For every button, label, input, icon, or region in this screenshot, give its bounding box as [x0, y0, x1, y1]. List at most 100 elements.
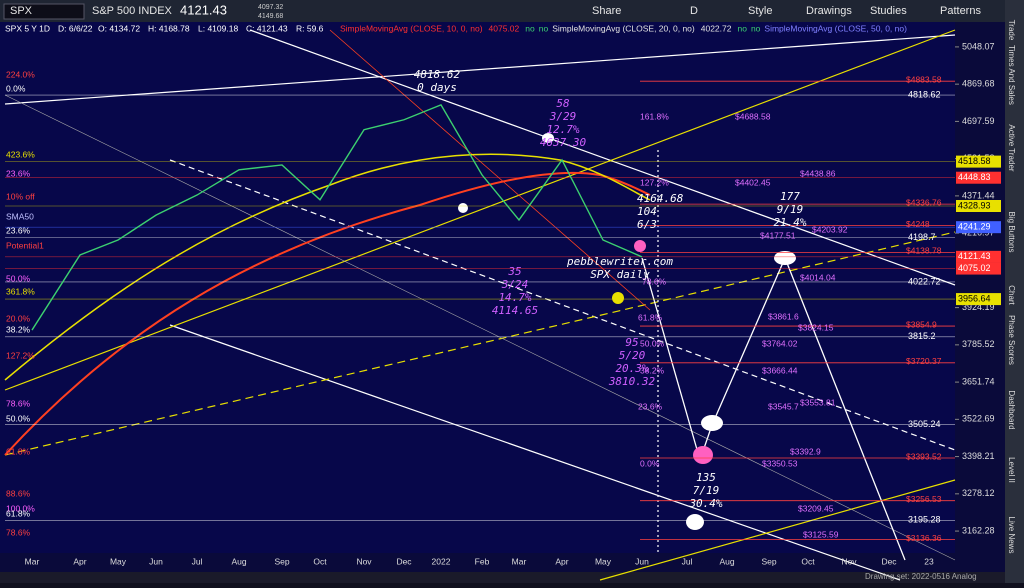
time-tick-label: Nov [356, 556, 372, 566]
annotation: 12.7% [546, 123, 579, 136]
study-flag: no [525, 23, 535, 33]
fib-label: 23.6% [6, 168, 31, 178]
time-tick-label: May [110, 556, 127, 566]
price-tag [956, 250, 1001, 263]
level-label: $3854.9 [906, 319, 937, 329]
sidebar-tab[interactable]: Chart [1007, 285, 1016, 305]
annotation: 35 [507, 265, 521, 278]
price-tick-label: 3278.12 [962, 488, 995, 498]
legend-low: L: 4109.18 [198, 23, 238, 33]
annotation: 6/3 [637, 218, 657, 231]
fib-target-label: $3125.59 [803, 529, 839, 539]
time-axis [0, 553, 1005, 572]
annotation: 4818.62 [414, 68, 461, 81]
chart-area [0, 22, 955, 553]
annotation: 95 [625, 336, 638, 349]
fib-target-label: 78.6% [642, 276, 667, 286]
legend-r: R: 59.6 [296, 23, 324, 33]
time-tick-label: Sep [761, 556, 776, 566]
fib-label: 61.8% [6, 446, 31, 456]
toolbar-button[interactable]: Drawings [806, 5, 852, 17]
price-tag-label: 4075.02 [958, 263, 991, 273]
annotation: 3810.32 [608, 375, 656, 388]
price-tick-label: 3651.74 [962, 376, 995, 386]
sidebar-tab[interactable]: Live News [1007, 517, 1016, 554]
fib-target-label: $3553.81 [800, 397, 836, 407]
toolbar-button[interactable]: Patterns [940, 5, 981, 17]
price-tag-label: 4448.83 [958, 172, 991, 182]
study-flag: no [737, 23, 747, 33]
toolbar-button[interactable]: Style [748, 5, 772, 17]
time-tick-label: May [595, 556, 612, 566]
annotation: 30.4% [688, 497, 722, 510]
fib-target-label: 50.0% [640, 338, 665, 348]
sidebar-tab[interactable]: Level II [1007, 457, 1016, 483]
fib-label: 50.0% [6, 273, 31, 283]
price-tag-label: 4198.7 [908, 232, 936, 242]
fib-target-label: $3209.45 [798, 503, 834, 513]
price-tag-label: 4121.43 [958, 251, 991, 261]
study-name: SimpleMovingAvg (CLOSE, 10, 0, no) [340, 23, 483, 33]
annotation: SPX daily [590, 268, 650, 281]
study-flag: no [539, 23, 549, 33]
sidebar-tab[interactable]: Dashboard [1007, 390, 1016, 429]
symbol-box[interactable] [3, 3, 85, 20]
fib-label: 61.8% [6, 508, 31, 518]
fib-label: 78.6% [6, 398, 31, 408]
annotation: 20.3% [615, 362, 648, 375]
price-tag-label: 3815.2 [908, 331, 936, 341]
legend-date: D: 6/6/22 [58, 23, 93, 33]
fib-label: 23.6% [6, 225, 31, 235]
fib-target-label: $4688.58 [735, 111, 771, 121]
time-tick-label: Dec [881, 556, 897, 566]
symbol[interactable]: SPX [10, 5, 33, 17]
price-tick-label: 4371.44 [962, 190, 995, 200]
price-tag [956, 171, 1001, 184]
toolbar-button[interactable]: Studies [870, 5, 907, 17]
legend-open: O: 4134.72 [98, 23, 140, 33]
fib-target-label: $3666.44 [762, 365, 798, 375]
annotation: 0 days [417, 81, 457, 94]
fib-target-label: 38.2% [640, 365, 665, 375]
time-tick-label: Oct [801, 556, 815, 566]
time-tick-label: 23 [924, 556, 934, 566]
level-label: $4336.76 [906, 197, 942, 207]
price-tag [956, 155, 1001, 168]
fib-label: 10% off [6, 191, 35, 201]
price-tick-label: 3162.28 [962, 525, 995, 535]
price-tag-label: 3505.24 [908, 419, 941, 429]
sidebar-tab[interactable]: Trade [1007, 20, 1016, 41]
price-tag [956, 262, 1001, 275]
time-tick-label: Aug [231, 556, 246, 566]
price-tag-label: 3956.64 [958, 293, 991, 303]
time-tick-label: Dec [396, 556, 412, 566]
toolbar-button[interactable]: D [690, 5, 698, 17]
status: Drawing set: 2022-0516 Analog [865, 572, 977, 581]
price-line [31, 104, 643, 331]
fib-target-label: $4014.04 [800, 272, 836, 282]
sidebar-tab[interactable]: Times And Sales [1007, 45, 1016, 105]
price-tag [956, 293, 1001, 306]
sidebar-tab[interactable]: Active Trader [1007, 124, 1016, 171]
legend-close: C: 4121.43 [246, 23, 288, 33]
time-tick-label: Mar [512, 556, 527, 566]
fib-target-label: 61.8% [638, 312, 663, 322]
sidebar-tab[interactable]: Big Buttons [1007, 212, 1016, 253]
time-tick-label: Oct [313, 556, 327, 566]
study-value: 4022.72 [701, 23, 732, 33]
study-name: SimpleMovingAvg (CLOSE, 50, 0, no) [764, 23, 907, 33]
price-tick-label: 3398.21 [962, 451, 995, 461]
price-tag-label: 3195.28 [908, 515, 941, 525]
annotation: 104 [637, 205, 657, 218]
fib-target-label: $3545.7 [768, 401, 799, 411]
time-tick-label: Jul [682, 556, 693, 566]
bid: 4097.32 [258, 4, 283, 11]
annotation: 58 [556, 97, 570, 110]
toolbar [0, 0, 1024, 22]
sidebar-tab[interactable]: Phase Scores [1007, 315, 1016, 365]
fib-label: 361.8% [6, 286, 35, 296]
toolbar-button[interactable]: Share [592, 5, 621, 17]
time-tick-label: Jun [635, 556, 649, 566]
